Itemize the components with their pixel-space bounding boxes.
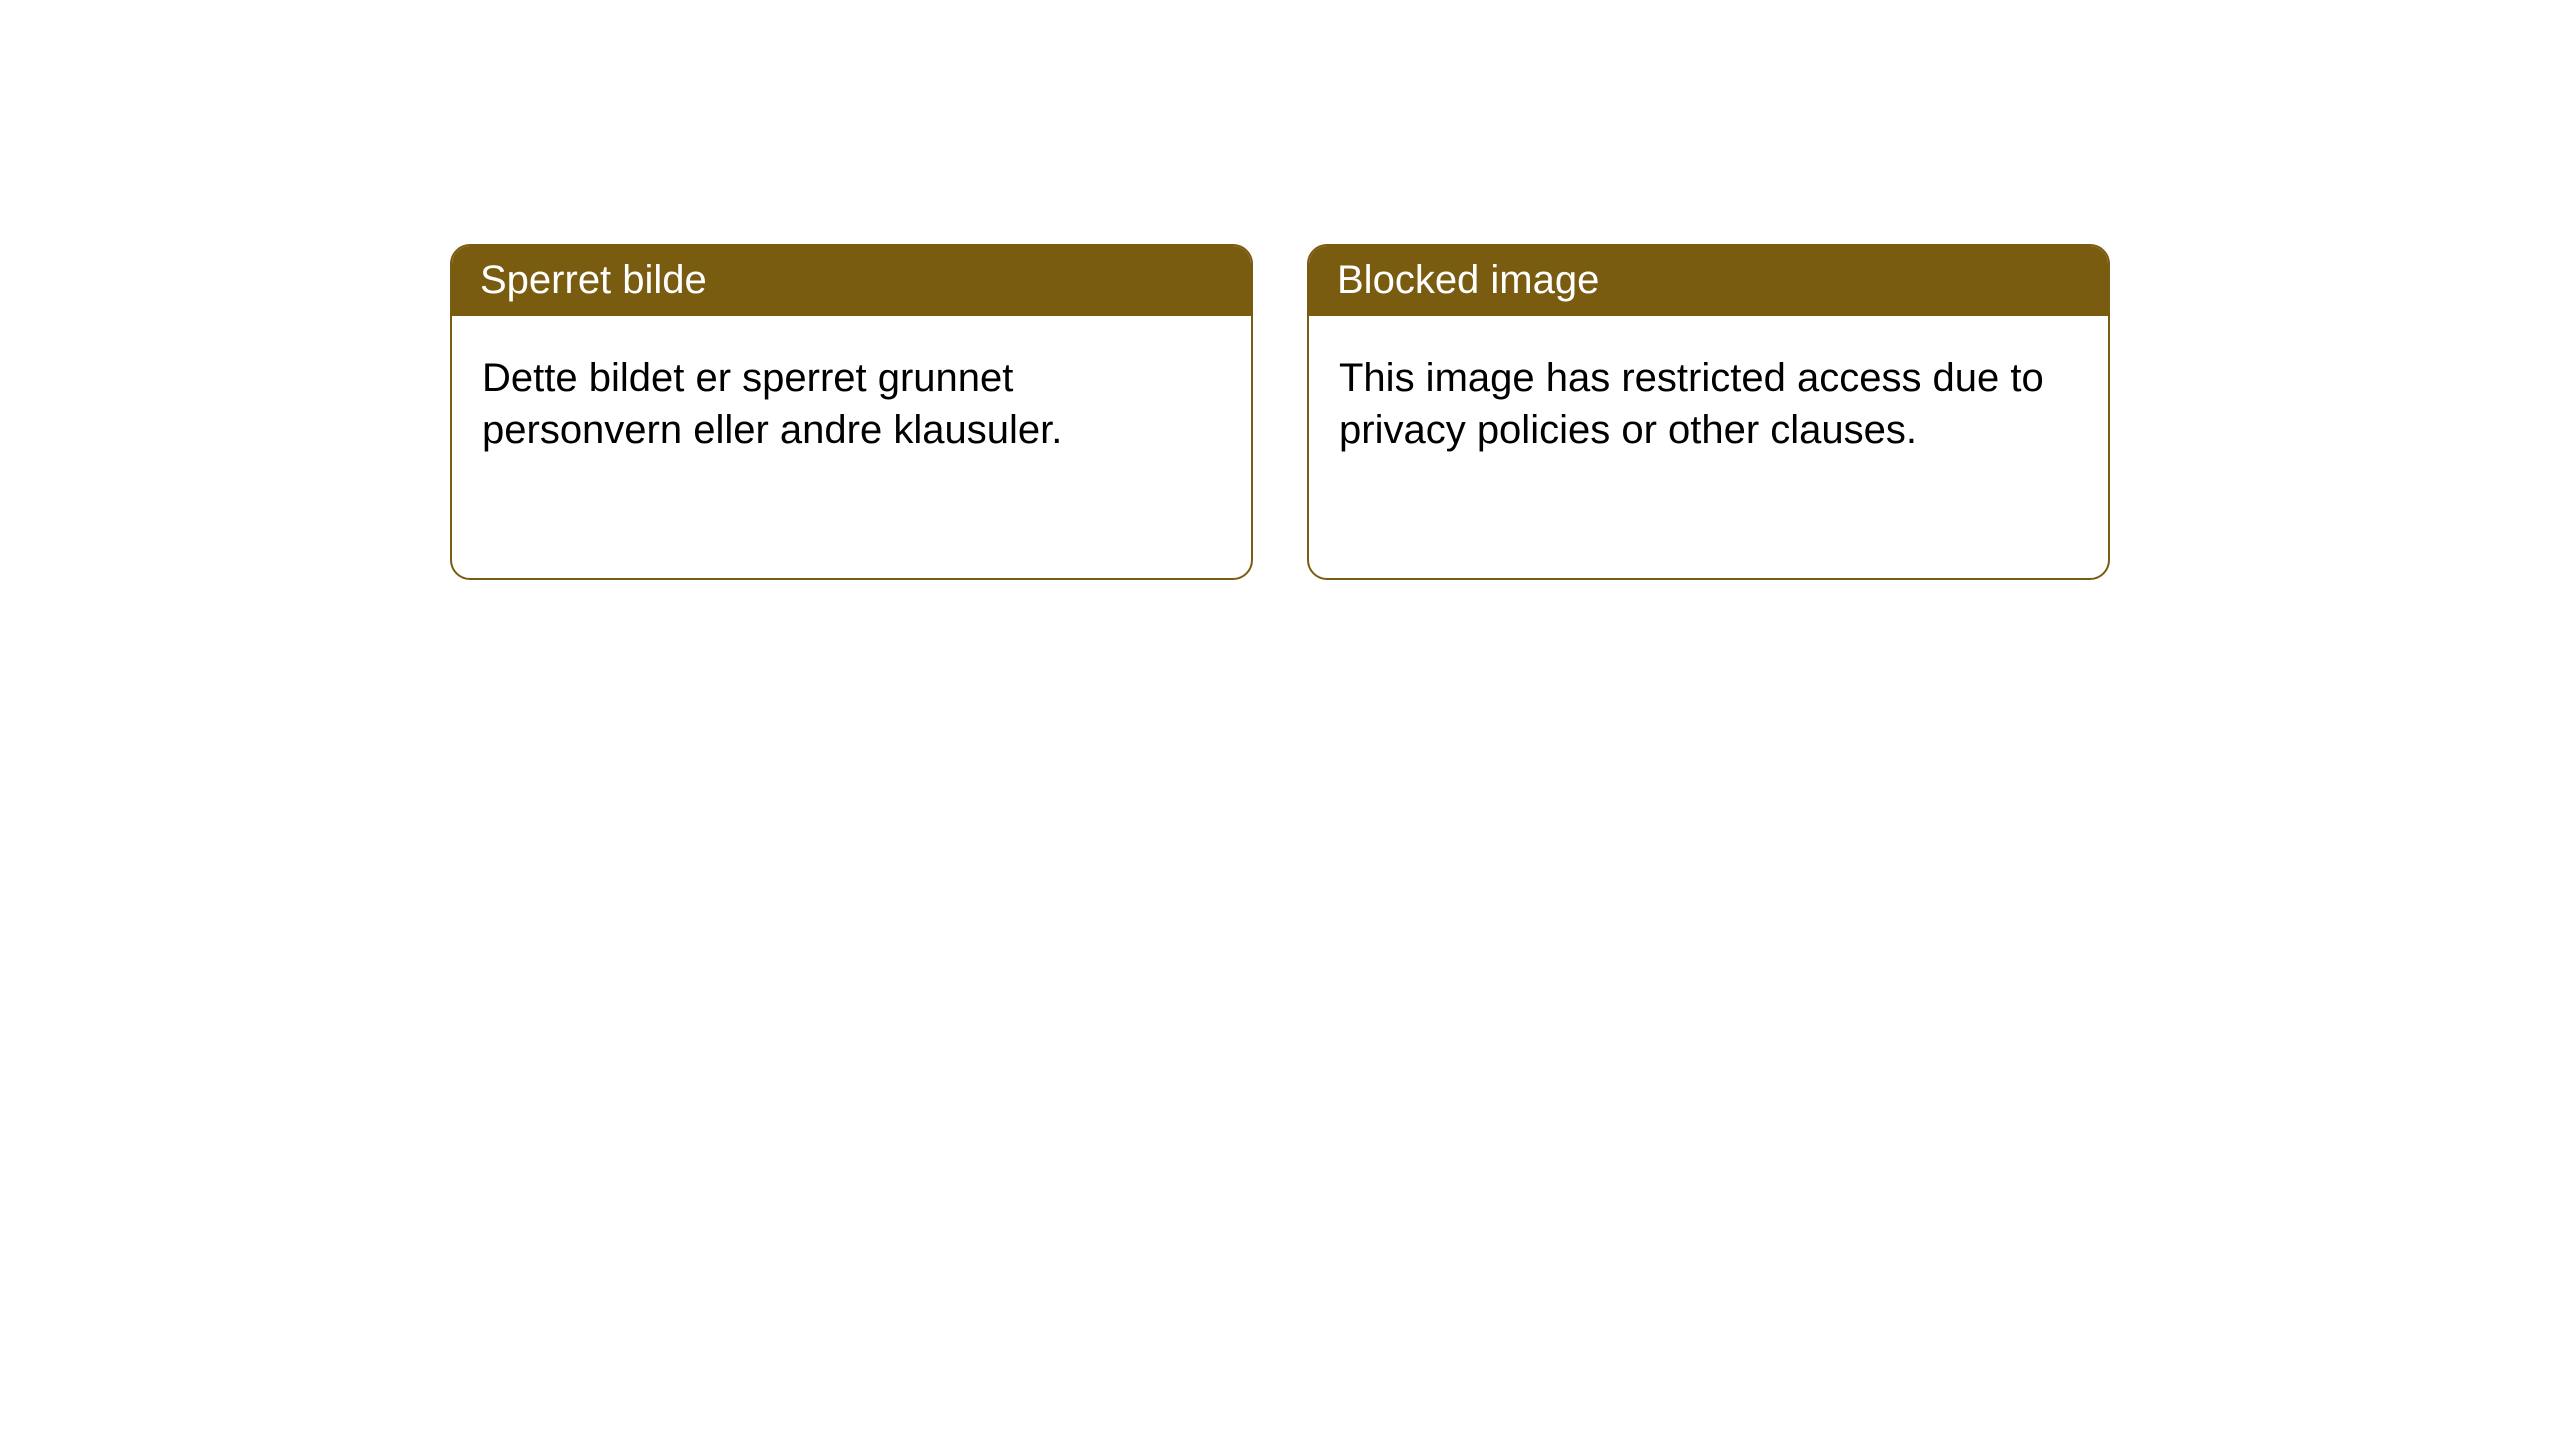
notice-box-norwegian: Sperret bilde Dette bildet er sperret gr…	[450, 244, 1253, 580]
notice-body-english: This image has restricted access due to …	[1309, 316, 2108, 492]
notice-title-norwegian: Sperret bilde	[452, 246, 1251, 316]
notice-container: Sperret bilde Dette bildet er sperret gr…	[450, 244, 2110, 580]
notice-title-english: Blocked image	[1309, 246, 2108, 316]
notice-box-english: Blocked image This image has restricted …	[1307, 244, 2110, 580]
notice-body-norwegian: Dette bildet er sperret grunnet personve…	[452, 316, 1251, 492]
